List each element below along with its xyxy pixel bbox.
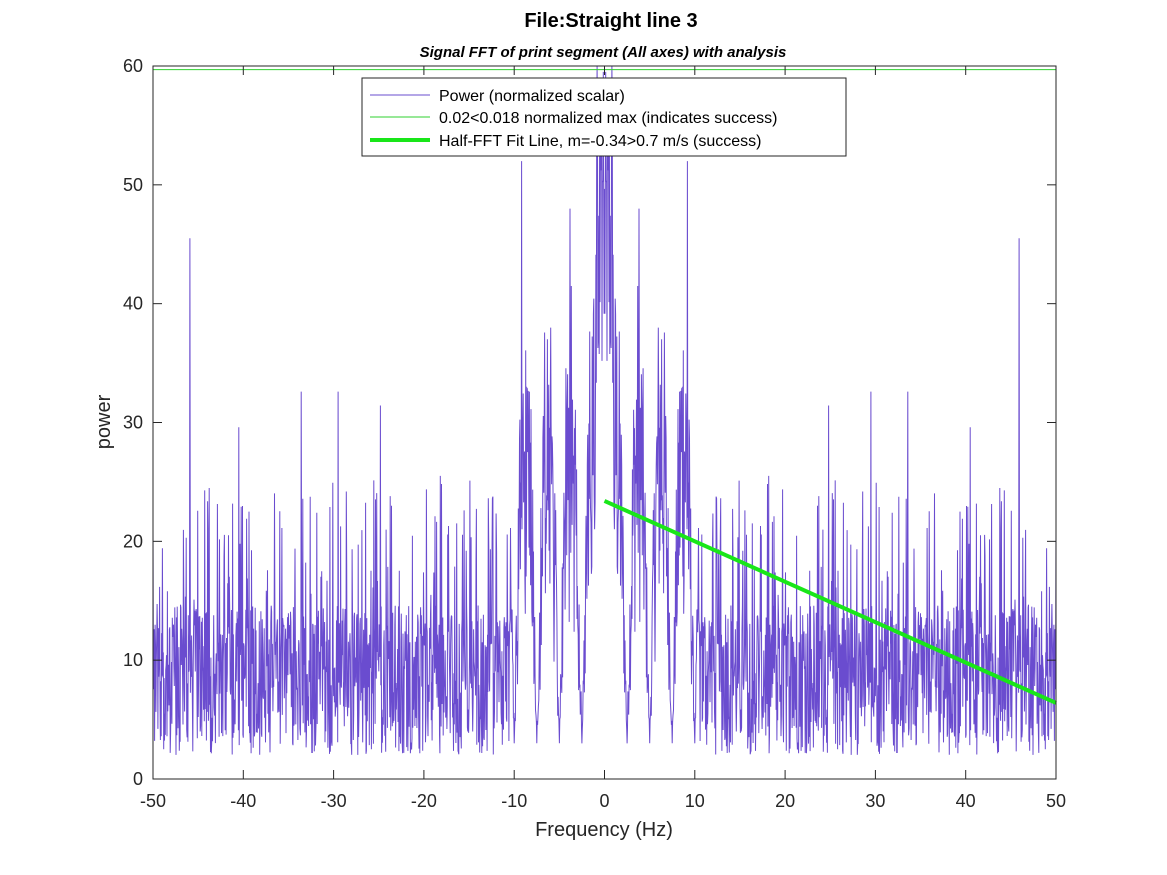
x-axis-label: Frequency (Hz) xyxy=(535,819,673,841)
legend: Power (normalized scalar) 0.02<0.018 nor… xyxy=(361,77,847,157)
x-tick-label: 50 xyxy=(1046,791,1066,811)
y-tick-label: 60 xyxy=(123,56,143,76)
x-tick-label: -30 xyxy=(321,791,347,811)
y-tick-label: 20 xyxy=(123,531,143,551)
legend-label-threshold: 0.02<0.018 normalized max (indicates suc… xyxy=(439,110,777,127)
legend-box xyxy=(361,77,847,157)
chart-title: File:Straight line 3 xyxy=(524,10,697,32)
fit-line xyxy=(603,499,1057,705)
y-tick-label: 40 xyxy=(123,294,143,314)
series-layer xyxy=(152,65,1057,755)
x-tick-label: 30 xyxy=(865,791,885,811)
x-tick-label: -20 xyxy=(411,791,437,811)
x-tick-label: -10 xyxy=(501,791,527,811)
x-tick-label: 10 xyxy=(685,791,705,811)
legend-label-fit: Half-FFT Fit Line, m=-0.34>0.7 m/s (succ… xyxy=(439,133,761,150)
y-tick-label: 30 xyxy=(123,413,143,433)
y-tick-label: 10 xyxy=(123,650,143,670)
x-tick-label: 20 xyxy=(775,791,795,811)
x-tick-label: 40 xyxy=(956,791,976,811)
chart-subtitle: Signal FFT of print segment (All axes) w… xyxy=(420,44,787,61)
ticks-layer: -50 -40 -30 -20 -10 0 10 20 30 40 50 0 10 20 30 40 50 60 xyxy=(123,56,1066,811)
x-tick-label: -40 xyxy=(230,791,256,811)
x-tick-label: -50 xyxy=(140,791,166,811)
y-axis-label: power xyxy=(93,394,115,449)
x-tick-label: 0 xyxy=(599,791,609,811)
y-tick-label: 0 xyxy=(133,769,143,789)
power-series-line xyxy=(152,65,1057,755)
legend-label-power: Power (normalized scalar) xyxy=(439,88,625,105)
y-tick-label: 50 xyxy=(123,175,143,195)
